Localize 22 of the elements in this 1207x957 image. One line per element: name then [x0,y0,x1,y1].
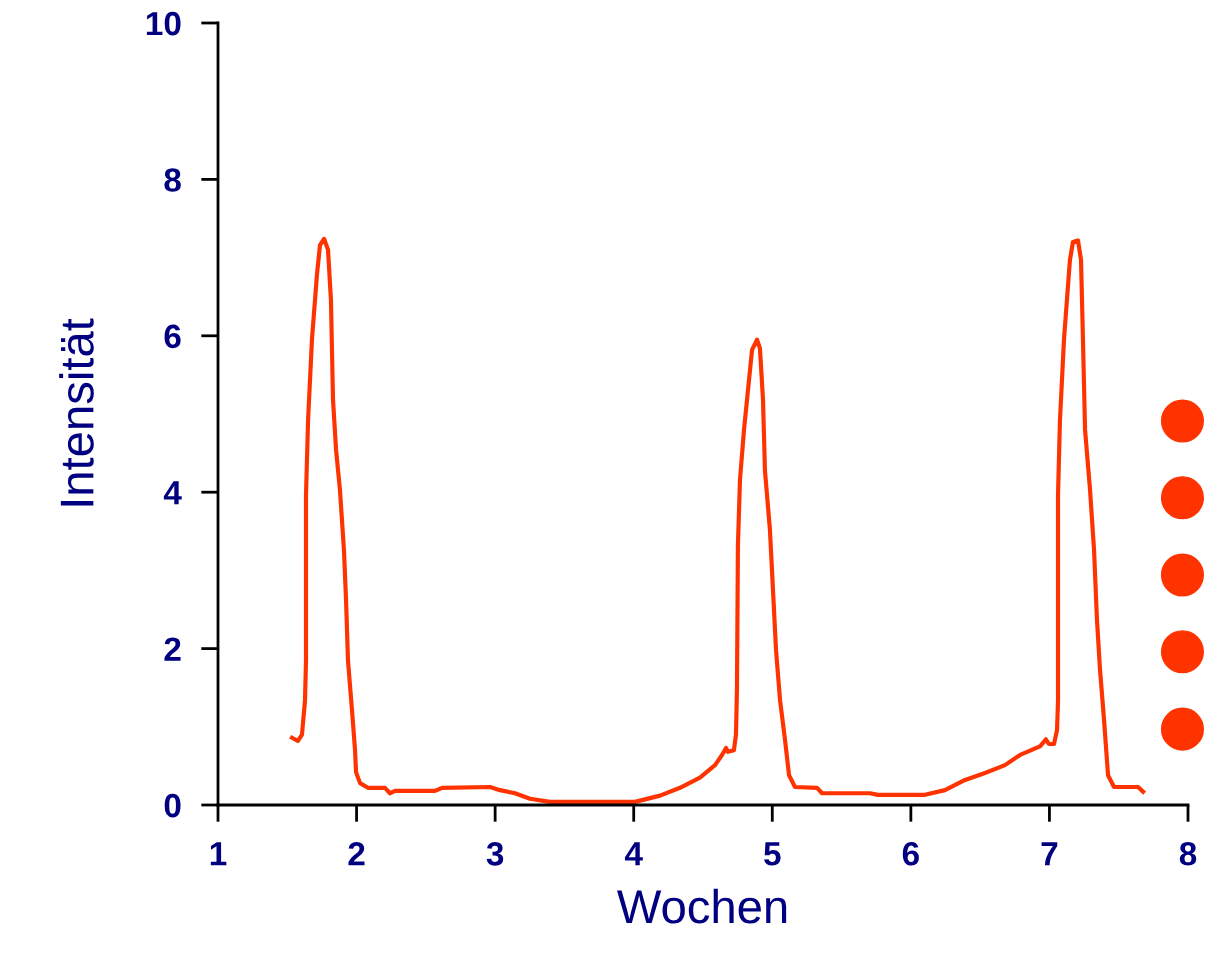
y-tick-label: 0 [164,793,181,818]
point [1160,553,1204,597]
point [1160,476,1204,520]
x-tick-label: 8 [1179,841,1197,866]
x-tick-label: 1 [210,842,227,866]
y-tick-label: 2 [164,637,181,661]
x-tick-label: 2 [348,841,365,866]
x-tick-label: 5 [764,842,781,866]
x-tick-label: 4 [624,842,643,866]
y-tick-label: 4 [163,481,182,505]
line-series [289,236,1146,804]
point [1160,399,1204,443]
y-tick-label: 8 [164,168,181,192]
y-tick-label: 10 [146,11,181,36]
y-tick-label: 6 [164,324,181,349]
point [1160,630,1204,674]
point [1160,707,1204,751]
x-tick-label: 7 [1041,842,1058,866]
x-tick-label: 3 [486,841,504,866]
x-axis-title: Wochen [617,888,787,924]
y-axis-title: Intensität [59,318,94,506]
x-tick-label: 6 [902,841,919,866]
